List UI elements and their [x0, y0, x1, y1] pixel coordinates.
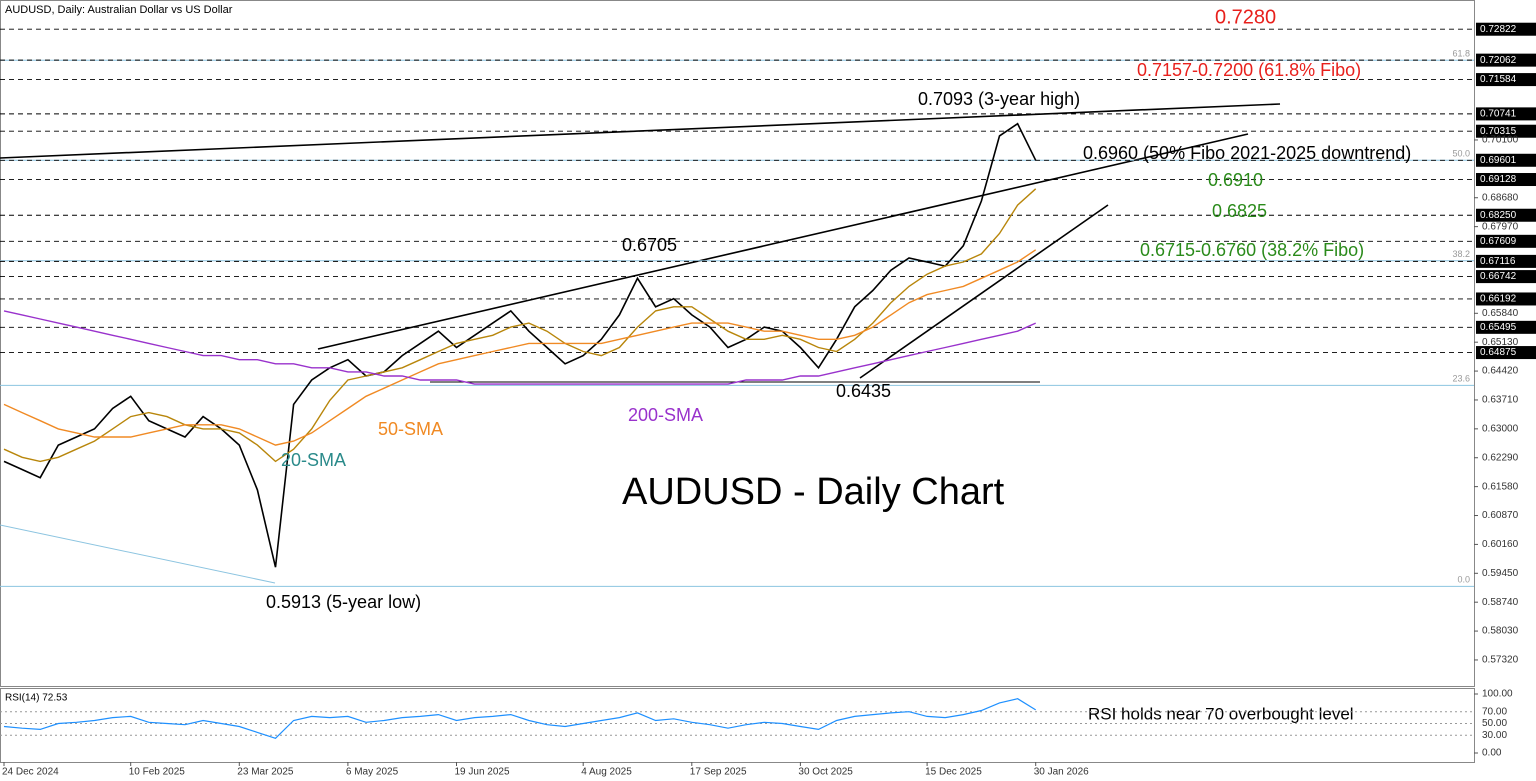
- y-tick-label: 0.63000: [1482, 423, 1519, 434]
- level-box: [1476, 22, 1536, 36]
- y-tick-label: 0.57320: [1482, 655, 1519, 666]
- level-box: [1476, 53, 1536, 67]
- y-tick-label: 0.60870: [1482, 510, 1519, 521]
- rsi-tick-label: 0.00: [1482, 748, 1502, 759]
- level-label: 0.70741: [1480, 109, 1517, 120]
- level-box: [1476, 320, 1536, 334]
- level-label: 0.69601: [1480, 155, 1517, 166]
- fibo-label: 23.6: [1452, 374, 1470, 384]
- level-label: 0.70315: [1480, 126, 1517, 137]
- level-label: 0.71584: [1480, 74, 1517, 85]
- fibo-label: 61.8: [1452, 49, 1470, 59]
- level-label: 0.66192: [1480, 294, 1517, 305]
- y-tick-label: 0.64420: [1482, 366, 1519, 377]
- level-box: [1476, 73, 1536, 87]
- level-label: 0.68250: [1480, 210, 1517, 221]
- rsi-note: RSI holds near 70 overbought level: [1088, 704, 1354, 723]
- level-box: [1476, 234, 1536, 248]
- fibo-diagonal: [0, 524, 276, 584]
- level-label: 0.64875: [1480, 347, 1517, 358]
- rsi-panel: [0, 688, 1475, 763]
- level-label: 0.66742: [1480, 271, 1517, 282]
- y-tick-label: 0.68680: [1482, 192, 1519, 203]
- level-label: 0.72822: [1480, 24, 1517, 35]
- y-tick-label: 0.67970: [1482, 221, 1519, 232]
- annotation: 0.6435: [836, 381, 891, 401]
- sma-line: [3, 310, 1036, 385]
- level-box: [1476, 124, 1536, 138]
- y-tick-label: 0.63710: [1482, 395, 1519, 406]
- level-box: [1476, 346, 1536, 360]
- rsi-tick-label: 70.00: [1482, 706, 1507, 717]
- y-tick-label: 0.61580: [1482, 481, 1519, 492]
- annotation: 0.7280: [1215, 6, 1276, 28]
- x-tick-label: 30 Oct 2025: [798, 767, 853, 778]
- price-line: [3, 122, 1037, 568]
- level-box: [1476, 107, 1536, 121]
- x-tick-label: 4 Aug 2025: [581, 767, 632, 778]
- level-box: [1476, 292, 1536, 306]
- x-tick-label: 30 Jan 2026: [1034, 767, 1089, 778]
- rsi-tick-label: 50.00: [1482, 718, 1507, 729]
- y-tick-label: 0.70100: [1482, 135, 1519, 146]
- header: AUDUSD, Daily: Australian Dollar vs US D…: [5, 4, 233, 16]
- series-label: 50-SMA: [378, 419, 443, 439]
- level-label: 0.65495: [1480, 322, 1517, 333]
- annotation: 0.7157-0.7200 (61.8% Fibo): [1137, 60, 1361, 80]
- annotation: 0.6960 (50% Fibo 2021-2025 downtrend): [1083, 143, 1411, 163]
- y-tick-label: 0.60160: [1482, 539, 1519, 550]
- y-tick-label: 0.59450: [1482, 568, 1519, 579]
- fibo-label: 50.0: [1452, 149, 1470, 159]
- level-box: [1476, 208, 1536, 222]
- annotation: 0.6910: [1208, 170, 1263, 190]
- fibo-label: 0.0: [1457, 575, 1470, 585]
- level-box: [1476, 173, 1536, 187]
- rsi-line: [3, 698, 1037, 739]
- level-box: [1476, 270, 1536, 284]
- sma-line: [3, 249, 1037, 446]
- series-label: 20-SMA: [281, 450, 346, 470]
- x-tick-label: 10 Feb 2025: [129, 767, 186, 778]
- series-label: 200-SMA: [628, 405, 703, 425]
- y-tick-label: 0.62290: [1482, 452, 1519, 463]
- level-label: 0.72062: [1480, 55, 1517, 66]
- fibo-label: 38.2: [1452, 249, 1470, 259]
- y-tick-label: 0.58030: [1482, 626, 1519, 637]
- x-tick-label: 15 Dec 2025: [925, 767, 982, 778]
- x-tick-label: 23 Mar 2025: [237, 767, 294, 778]
- annotation: 0.7093 (3-year high): [918, 89, 1080, 109]
- annotation: 0.6705: [622, 235, 677, 255]
- annotation: 0.6715-0.6760 (38.2% Fibo): [1140, 240, 1364, 260]
- annotation: 0.6825: [1212, 201, 1267, 221]
- x-tick-label: 17 Sep 2025: [690, 767, 747, 778]
- rsi-tick-label: 100.00: [1482, 689, 1513, 700]
- chart-title: AUDUSD - Daily Chart: [622, 471, 1005, 513]
- x-tick-label: 19 Jun 2025: [455, 767, 510, 778]
- annotation: 0.5913 (5-year low): [266, 592, 421, 612]
- x-tick-label: 6 May 2025: [346, 767, 399, 778]
- level-label: 0.67609: [1480, 236, 1517, 247]
- rsi-tick-label: 30.00: [1482, 730, 1507, 741]
- level-label: 0.69128: [1480, 174, 1517, 185]
- y-tick-label: 0.65840: [1482, 308, 1519, 319]
- level-label: 0.67116: [1480, 256, 1516, 267]
- level-box: [1476, 153, 1536, 167]
- y-tick-label: 0.58740: [1482, 597, 1519, 608]
- x-tick-label: 24 Dec 2024: [2, 767, 59, 778]
- y-tick-label: 0.65130: [1482, 337, 1519, 348]
- level-box: [1476, 254, 1536, 268]
- rsi-label: RSI(14) 72.53: [5, 693, 68, 704]
- trendline: [859, 204, 1109, 379]
